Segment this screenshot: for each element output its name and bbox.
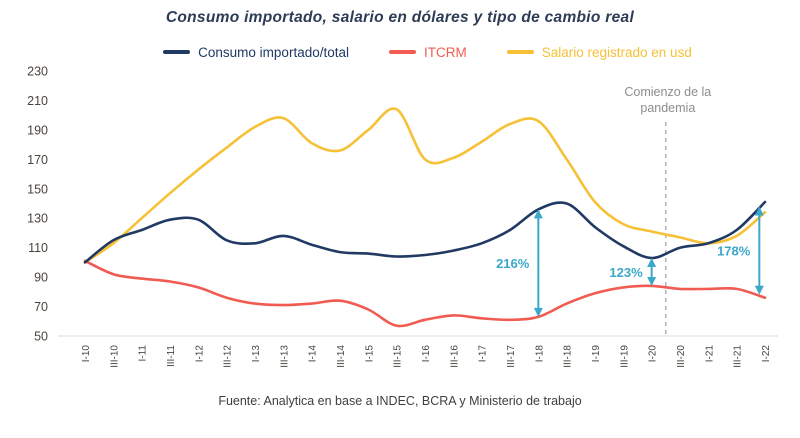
- legend-label-itcrm: ITCRM: [423, 44, 467, 60]
- legend: Consumo importado/total ITCRM Salario re…: [55, 44, 800, 60]
- legend-label-consumo: Consumo importado/total: [198, 44, 349, 60]
- source-note: Fuente: Analytica en base a INDEC, BCRA …: [218, 394, 582, 408]
- x-axis-label: I-12: [194, 345, 205, 363]
- x-axis-label: III-20: [676, 345, 687, 368]
- x-axis-label: III-19: [619, 345, 630, 368]
- x-axis-label: I-16: [421, 345, 432, 363]
- x-axis-label: I-22: [761, 345, 772, 363]
- x-axis-label: III-13: [279, 345, 290, 368]
- y-axis-label: 190: [27, 123, 48, 137]
- legend-swatch-salario: [506, 50, 534, 54]
- x-axis-label: III-11: [166, 345, 177, 367]
- x-axis-label: I-17: [478, 345, 489, 363]
- legend-label-salario: Salario registrado en usd: [541, 44, 692, 60]
- line-chart: 230 210 190 170 150 130 110 90 70 50 I-10 III-10 I-1…: [27, 66, 778, 368]
- x-axis-label: I-15: [364, 345, 375, 363]
- annotation-label: 178%: [717, 244, 751, 259]
- x-axis-label: I-19: [591, 345, 602, 363]
- y-axis-label: 70: [34, 300, 48, 314]
- annotation-arrowhead-up: [647, 257, 657, 267]
- x-axis-label: I-10: [81, 345, 92, 363]
- legend-swatch-itcrm: [388, 50, 416, 54]
- series-line-salario-registrado-en-usd: [83, 107, 767, 264]
- chart-title: Consumo importado, salario en dólares y …: [165, 9, 635, 26]
- annotation-arrowhead-down: [647, 276, 657, 286]
- x-axis-label: I-13: [251, 345, 262, 363]
- legend-item-itcrm: ITCRM: [388, 44, 467, 60]
- y-axis-label: 230: [27, 66, 48, 79]
- x-axis-label: I-18: [534, 345, 545, 363]
- annotation-arrowhead-up: [754, 206, 764, 216]
- x-axis-label: III-15: [393, 345, 404, 368]
- y-axis-label: 170: [27, 153, 48, 167]
- y-axis-label: 110: [28, 241, 48, 255]
- legend-item-salario: Salario registrado en usd: [506, 44, 692, 60]
- legend-swatch-consumo: [163, 50, 191, 54]
- x-axis-label: III-18: [563, 345, 574, 368]
- annotation-label: 216%: [496, 256, 530, 271]
- y-axis-label: 150: [27, 182, 48, 196]
- x-axis-label: III-12: [223, 345, 234, 368]
- x-axis-label: I-11: [138, 345, 149, 362]
- x-axis-label: III-14: [336, 345, 347, 368]
- y-axis-label: 90: [34, 271, 48, 285]
- pandemic-note-line1: Comienzo de la: [624, 85, 711, 99]
- series-line-consumo-importado-total: [83, 200, 767, 264]
- legend-item-consumo-importado: Consumo importado/total: [163, 45, 349, 60]
- annotation-arrowhead-down: [533, 307, 543, 317]
- y-axis-label: 130: [27, 212, 48, 226]
- annotation-arrowhead-down: [754, 285, 764, 295]
- pandemic-note-line2: pandemia: [640, 101, 695, 115]
- x-axis-label: I-14: [308, 345, 319, 363]
- x-axis-label: III-10: [109, 345, 120, 368]
- annotation-label: 123%: [609, 265, 643, 280]
- x-axis-label: III-21: [733, 345, 744, 368]
- x-axis-label: I-21: [704, 345, 715, 363]
- y-axis-label: 210: [27, 94, 48, 108]
- series-line-itcrm: [83, 259, 767, 328]
- x-axis-label: III-16: [449, 345, 460, 368]
- annotation-arrowhead-up: [533, 209, 543, 219]
- x-axis-label: I-20: [648, 345, 659, 363]
- x-axis-label: III-17: [506, 345, 517, 368]
- y-axis-label: 50: [34, 330, 48, 344]
